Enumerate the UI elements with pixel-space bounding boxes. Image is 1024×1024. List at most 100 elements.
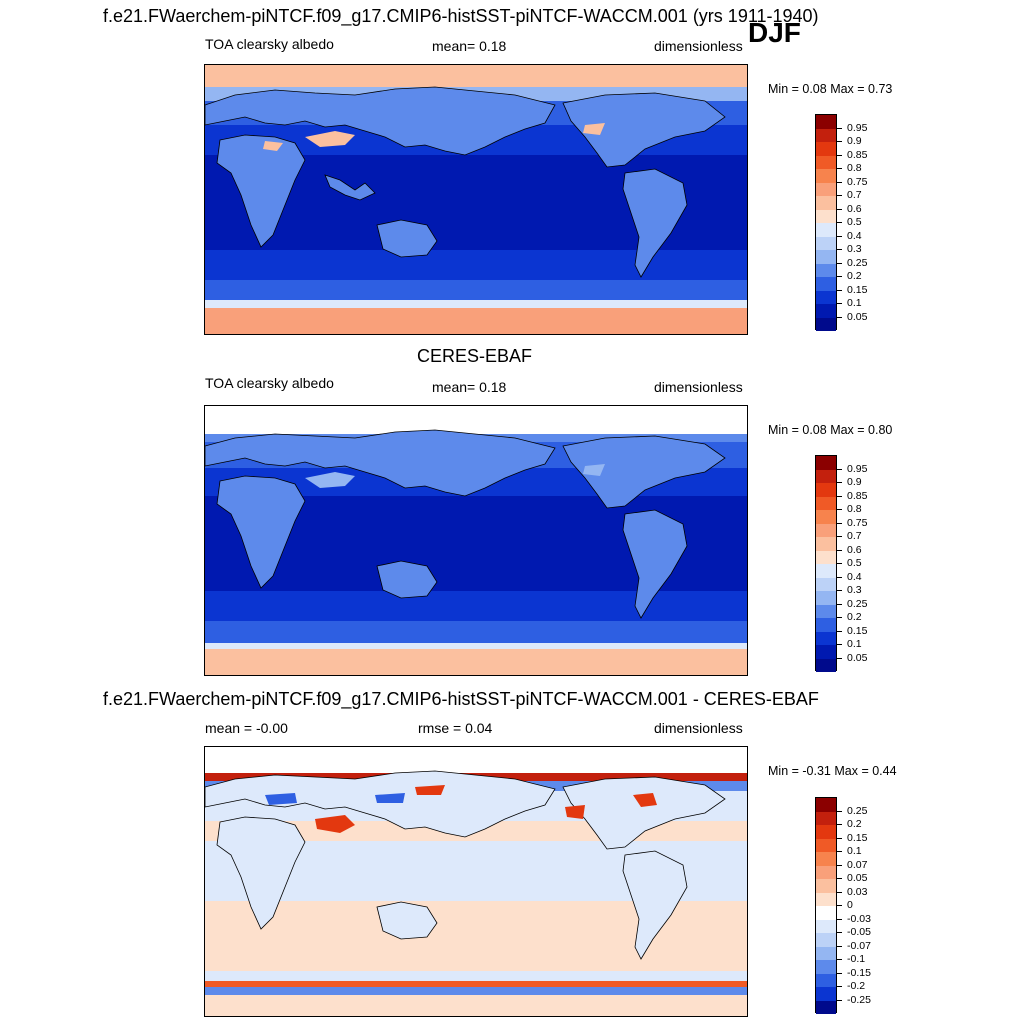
colorbar-label: 0.1 xyxy=(847,845,862,857)
colorbar-swatch xyxy=(816,236,836,250)
colorbar-tick xyxy=(837,891,842,893)
colorbar-label: 0.03 xyxy=(847,885,868,898)
colorbar-tick xyxy=(837,657,842,659)
colorbar-tick xyxy=(837,644,842,645)
panel3-mean: mean = -0.00 xyxy=(205,720,288,736)
colorbar-label: 0.95 xyxy=(847,121,868,134)
colorbar-label: 0.25 xyxy=(847,256,868,269)
colorbar-label: 0.95 xyxy=(847,462,868,475)
colorbar-tick xyxy=(837,851,842,852)
colorbar-label: -0.25 xyxy=(847,993,871,1006)
colorbar-tick xyxy=(837,549,842,551)
colorbar-label: 0.3 xyxy=(847,584,862,596)
colorbar-swatch xyxy=(816,128,836,142)
colorbar-swatch xyxy=(816,591,836,605)
colorbar-swatch xyxy=(816,155,836,169)
colorbar-label: 0.25 xyxy=(847,597,868,610)
colorbar-swatch xyxy=(816,564,836,578)
colorbar-tick xyxy=(837,168,842,169)
panel3-minmax: Min = -0.31 Max = 0.44 xyxy=(768,764,897,778)
colorbar-tick xyxy=(837,576,842,578)
colorbar-label: 0.5 xyxy=(847,216,862,228)
colorbar-label: 0.4 xyxy=(847,570,862,583)
panel1-colorbar xyxy=(815,114,837,331)
season-label: DJF xyxy=(748,17,801,48)
panel2-title: CERES-EBAF xyxy=(417,346,533,366)
colorbar-label: 0.75 xyxy=(847,175,868,188)
colorbar-label: -0.1 xyxy=(847,953,866,965)
colorbar-label: 0.9 xyxy=(847,135,862,147)
colorbar-tick xyxy=(837,522,842,524)
colorbar-label: 0.8 xyxy=(847,162,862,174)
colorbar-tick xyxy=(837,878,842,879)
colorbar-tick xyxy=(837,482,842,483)
colorbar-tick xyxy=(837,222,842,223)
colorbar-swatch xyxy=(816,825,836,839)
colorbar-swatch xyxy=(816,496,836,510)
colorbar-tick xyxy=(837,959,842,960)
colorbar-swatch xyxy=(816,456,836,470)
colorbar-tick xyxy=(837,603,842,605)
colorbar-swatch xyxy=(816,865,836,879)
colorbar-swatch xyxy=(816,631,836,645)
panel2-mean: mean= 0.18 xyxy=(432,379,507,395)
colorbar-swatch xyxy=(816,811,836,825)
colorbar-tick xyxy=(837,810,842,812)
colorbar-tick xyxy=(837,864,842,866)
colorbar-label: 0.25 xyxy=(847,804,868,817)
colorbar-tick xyxy=(837,999,842,1001)
colorbar-tick xyxy=(837,932,842,933)
figure-title: f.e21.FWaerchem-piNTCF.f09_g17.CMIP6-his… xyxy=(103,6,819,26)
colorbar-tick xyxy=(837,468,842,470)
colorbar-swatch xyxy=(816,892,836,906)
colorbar-label: 0.07 xyxy=(847,858,868,871)
colorbar-tick xyxy=(837,181,842,183)
colorbar-label: 0.75 xyxy=(847,516,868,529)
colorbar-swatch xyxy=(816,510,836,524)
obs-albedo-map xyxy=(204,405,748,676)
colorbar-label: 0 xyxy=(847,899,853,911)
colorbar-swatch xyxy=(816,838,836,852)
colorbar-tick xyxy=(837,262,842,264)
colorbar-label: 0.9 xyxy=(847,476,862,488)
colorbar-label: -0.07 xyxy=(847,939,871,952)
colorbar-tick xyxy=(837,195,842,196)
colorbar-swatch xyxy=(816,550,836,564)
colorbar-label: -0.05 xyxy=(847,926,871,938)
colorbar-tick xyxy=(837,630,842,632)
colorbar-tick xyxy=(837,918,842,920)
colorbar-swatch xyxy=(816,537,836,551)
colorbar-swatch xyxy=(816,852,836,866)
colorbar-swatch xyxy=(816,523,836,537)
colorbar-swatch xyxy=(816,933,836,947)
colorbar-label: 0.6 xyxy=(847,202,862,215)
colorbar-tick xyxy=(837,905,842,906)
colorbar-label: 0.3 xyxy=(847,243,862,255)
colorbar-tick xyxy=(837,141,842,142)
colorbar-label: 0.15 xyxy=(847,624,868,637)
colorbar-swatch xyxy=(816,209,836,223)
colorbar-swatch xyxy=(816,946,836,960)
colorbar-swatch xyxy=(816,483,836,497)
colorbar-tick xyxy=(837,563,842,564)
colorbar-swatch xyxy=(816,263,836,277)
colorbar-swatch xyxy=(816,960,836,974)
colorbar-tick xyxy=(837,972,842,974)
colorbar-label: 0.2 xyxy=(847,611,862,623)
colorbar-tick xyxy=(837,495,842,497)
model-albedo-map xyxy=(204,64,748,335)
colorbar-label: 0.1 xyxy=(847,297,862,309)
panel1-minmax: Min = 0.08 Max = 0.73 xyxy=(768,82,893,96)
colorbar-swatch xyxy=(816,906,836,920)
colorbar-tick xyxy=(837,127,842,129)
colorbar-swatch xyxy=(816,645,836,659)
colorbar-tick xyxy=(837,945,842,947)
colorbar-tick xyxy=(837,303,842,304)
colorbar-label: 0.7 xyxy=(847,530,862,542)
colorbar-label: 0.15 xyxy=(847,831,868,844)
colorbar-tick xyxy=(837,249,842,250)
colorbar-swatch xyxy=(816,277,836,291)
colorbar-tick xyxy=(837,986,842,987)
colorbar-tick xyxy=(837,590,842,591)
colorbar-swatch xyxy=(816,658,836,672)
